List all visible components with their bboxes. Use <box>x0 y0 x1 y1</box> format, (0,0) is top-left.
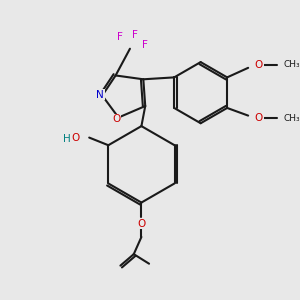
Text: O: O <box>72 133 80 142</box>
Text: N: N <box>97 90 104 100</box>
Text: F: F <box>118 32 123 42</box>
Text: O: O <box>254 60 263 70</box>
Text: O: O <box>137 219 146 229</box>
Text: H: H <box>63 134 71 145</box>
Text: F: F <box>132 30 138 40</box>
Text: O: O <box>112 114 121 124</box>
Text: O: O <box>254 113 263 124</box>
Text: CH₃: CH₃ <box>284 61 300 70</box>
Text: F: F <box>142 40 148 50</box>
Text: CH₃: CH₃ <box>284 114 300 123</box>
